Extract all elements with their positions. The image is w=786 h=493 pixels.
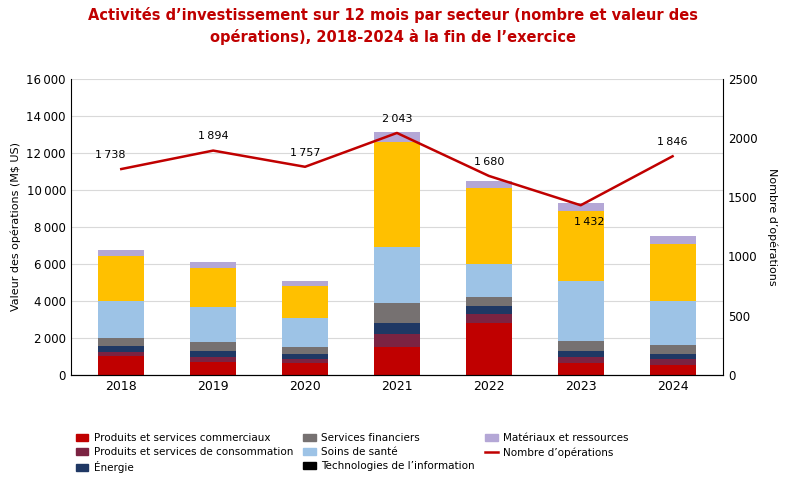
Bar [558,203,604,211]
Bar [374,142,420,247]
Bar [466,297,512,306]
Bar [282,363,328,375]
Bar [558,363,604,375]
Bar [282,347,328,354]
Bar [190,262,236,268]
Text: 1 757: 1 757 [290,148,321,158]
Bar [558,351,604,357]
Bar [374,323,420,334]
Bar [282,286,328,318]
Bar [190,268,236,307]
Text: 1 680: 1 680 [474,157,504,167]
Bar [98,346,145,352]
Bar [649,302,696,345]
Bar [374,247,420,303]
Bar [649,236,696,244]
Bar [98,256,145,301]
Bar [558,341,604,351]
Text: 1 894: 1 894 [198,132,229,141]
Bar [374,303,420,323]
Y-axis label: Valeur des opérations (M$ US): Valeur des opérations (M$ US) [10,142,20,311]
Bar [374,347,420,375]
Bar [466,323,512,375]
Bar [282,281,328,286]
Bar [190,351,236,356]
Text: Activités d’investissement sur 12 mois par secteur (nombre et valeur des
opérati: Activités d’investissement sur 12 mois p… [88,7,698,44]
Bar [282,354,328,358]
Bar [282,318,328,347]
Text: 2 043: 2 043 [382,114,412,124]
Bar [190,307,236,342]
Bar [649,345,696,354]
Bar [558,281,604,341]
Text: 1 738: 1 738 [95,150,126,160]
Bar [98,338,145,346]
Bar [98,352,145,356]
Bar [649,244,696,302]
Bar [558,357,604,363]
Bar [190,342,236,351]
Bar [649,364,696,375]
Bar [98,250,145,256]
Y-axis label: Nombre d’opérations: Nombre d’opérations [766,168,777,285]
Bar [190,362,236,375]
Bar [98,301,145,338]
Bar [98,356,145,375]
Bar [466,264,512,297]
Text: 1 432: 1 432 [574,217,604,227]
Bar [466,181,512,188]
Bar [190,356,236,362]
Bar [558,211,604,281]
Bar [649,359,696,364]
Bar [282,358,328,363]
Bar [466,188,512,264]
Bar [649,354,696,359]
Bar [466,314,512,323]
Text: 1 846: 1 846 [657,137,688,147]
Bar [466,306,512,314]
Bar [374,334,420,347]
Legend: Produits et services commerciaux, Produits et services de consommation, Énergie,: Produits et services commerciaux, Produi… [76,433,628,473]
Bar [374,133,420,142]
